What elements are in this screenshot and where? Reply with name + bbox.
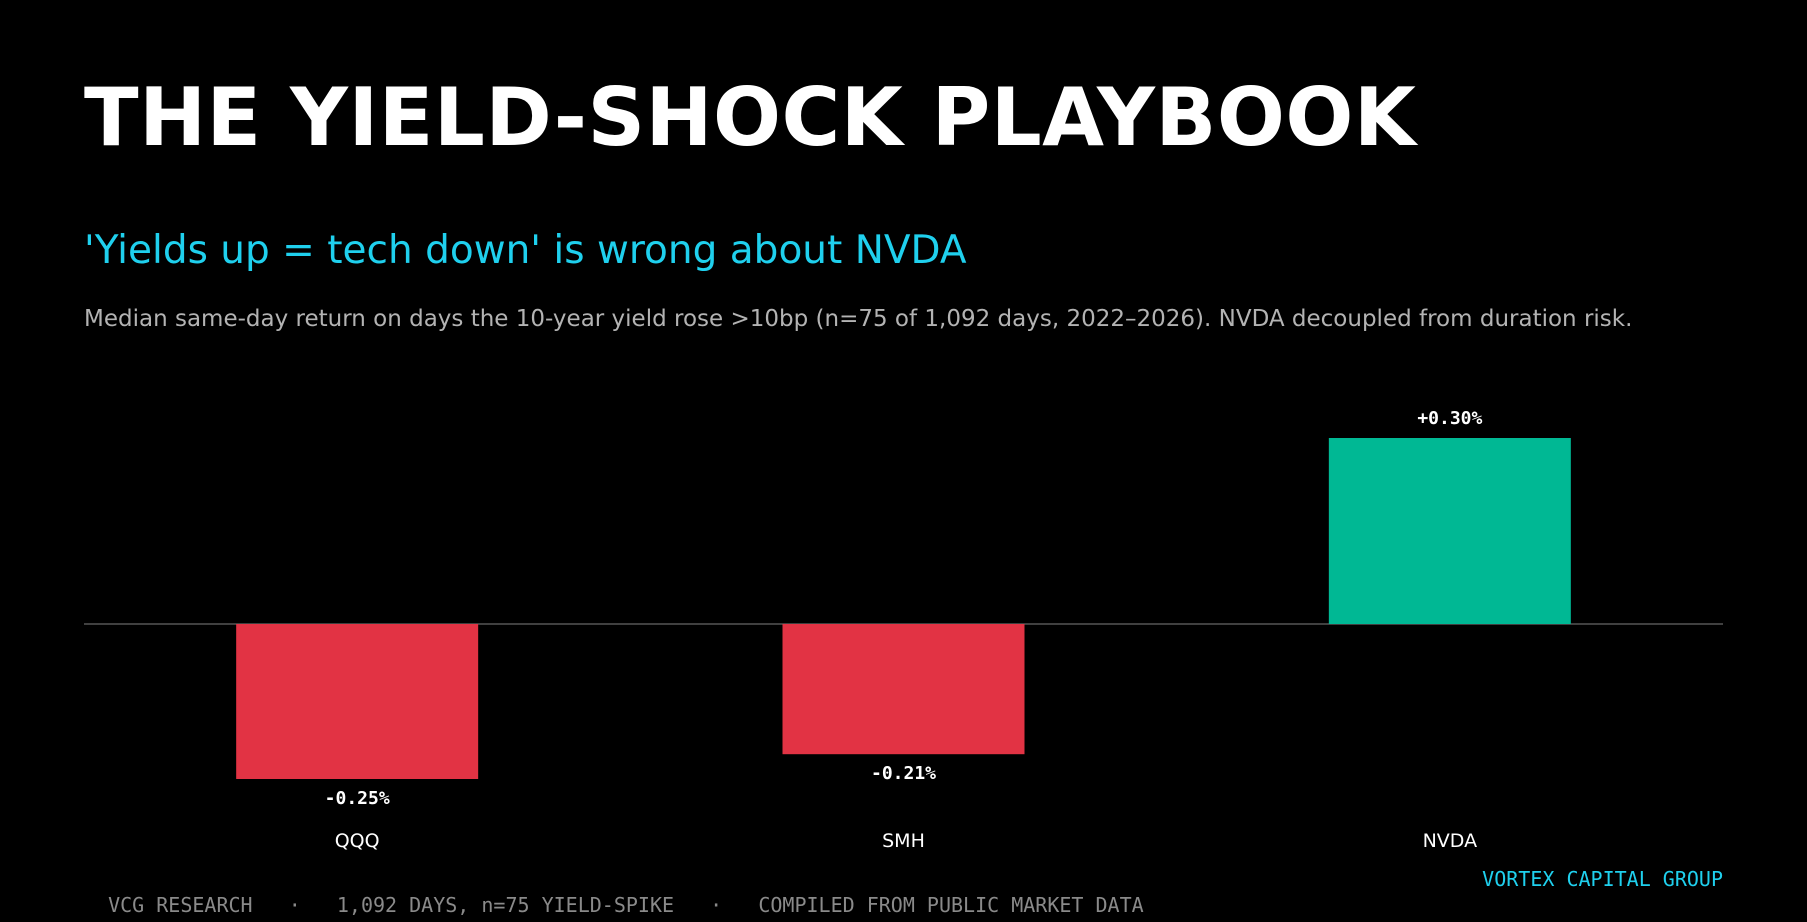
footer-separator-dot: · [710,893,723,917]
footer-org: VCG RESEARCH [108,893,253,917]
footer-brand: VORTEX CAPITAL GROUP [1482,867,1723,891]
category-label-smh: SMH [882,830,925,852]
footer-sample: 1,092 DAYS, n=75 YIELD-SPIKE [336,893,675,917]
footer-separator [253,893,289,917]
category-label-nvda: NVDA [1423,830,1478,852]
chart-description: Median same-day return on days the 10-ye… [84,306,1633,332]
value-label-smh: -0.21% [871,763,936,784]
bar-smh [782,624,1025,755]
category-label-qqq: QQQ [335,830,380,852]
value-label-qqq: -0.25% [325,788,390,809]
value-label-nvda: +0.30% [1417,408,1482,429]
footer-compiled: COMPILED FROM PUBLIC MARKET DATA [758,893,1144,917]
bar-qqq [236,624,479,779]
footer-source: VCG RESEARCH · 1,092 DAYS, n=75 YIELD-SP… [84,866,1144,918]
chart-subtitle: 'Yields up = tech down' is wrong about N… [84,228,967,273]
footer-separator-dot: · [288,893,301,917]
chart-title: THE YIELD-SHOCK PLAYBOOK [84,71,1417,164]
bar-nvda [1328,438,1571,624]
